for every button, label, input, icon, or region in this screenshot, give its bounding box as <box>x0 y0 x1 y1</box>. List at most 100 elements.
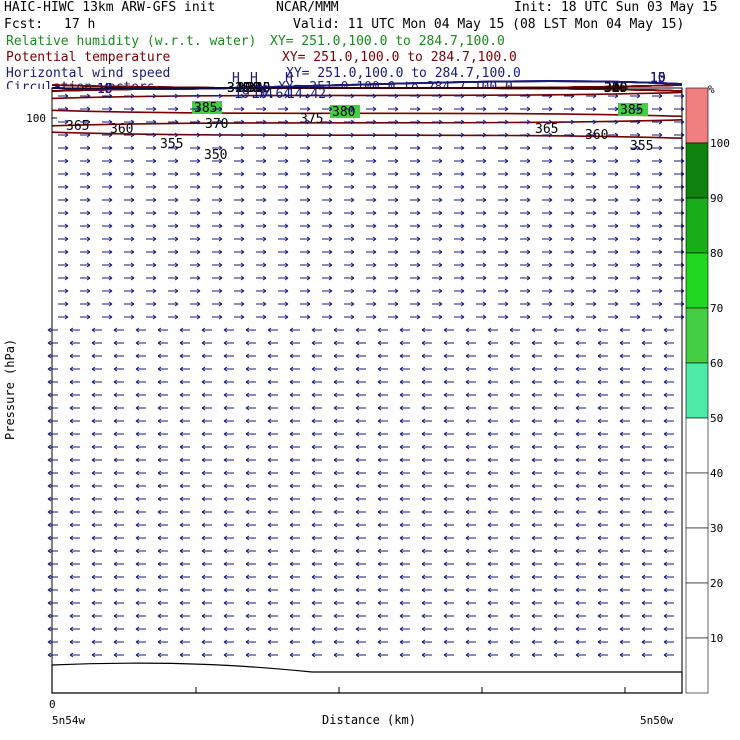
circulation-vector-head <box>526 184 531 190</box>
circulation-vector-head <box>135 561 140 567</box>
circulation-vector-head <box>663 418 668 424</box>
circulation-vector-head <box>267 457 272 463</box>
circulation-vector-head <box>328 314 333 320</box>
circulation-vector-head <box>108 119 113 125</box>
circulation-vector-head <box>548 132 553 138</box>
circulation-vector-head <box>157 574 162 580</box>
circulation-vector-head <box>157 340 162 346</box>
circulation-vector-head <box>201 639 206 645</box>
circulation-vector-head <box>130 158 135 164</box>
wind-maximum-value: 10.64 <box>252 87 291 102</box>
circulation-vector-head <box>201 613 206 619</box>
circulation-vector-head <box>311 444 316 450</box>
circulation-vector-head <box>438 288 443 294</box>
circulation-vector-head <box>196 119 201 125</box>
colorbar-tick-label: 60 <box>710 357 723 370</box>
circulation-vector-head <box>64 275 69 281</box>
circulation-vector-head <box>443 600 448 606</box>
circulation-vector-head <box>47 574 52 580</box>
circulation-vector-head <box>328 275 333 281</box>
circulation-vector-head <box>113 340 118 346</box>
circulation-vector-head <box>663 353 668 359</box>
circulation-vector-head <box>548 158 553 164</box>
circulation-vector-head <box>526 262 531 268</box>
circulation-vector-head <box>570 236 575 242</box>
circulation-vector-head <box>179 483 184 489</box>
circulation-vector-head <box>245 392 250 398</box>
circulation-vector-head <box>399 626 404 632</box>
circulation-vector-head <box>201 366 206 372</box>
circulation-vector-head <box>553 483 558 489</box>
circulation-vector-head <box>157 626 162 632</box>
circulation-vector-head <box>223 652 228 658</box>
circulation-vector-head <box>636 301 641 307</box>
circulation-vector-head <box>355 600 360 606</box>
circulation-vector-head <box>399 470 404 476</box>
circulation-vector-head <box>91 509 96 515</box>
circulation-vector-head <box>377 639 382 645</box>
circulation-vector-head <box>416 106 421 112</box>
circulation-vector-head <box>262 197 267 203</box>
circulation-vector-head <box>636 249 641 255</box>
circulation-vector-head <box>619 600 624 606</box>
circulation-vector-head <box>372 301 377 307</box>
circulation-vector-head <box>86 119 91 125</box>
circulation-vector-head <box>394 132 399 138</box>
circulation-vector-head <box>460 223 465 229</box>
circulation-vector-head <box>641 470 646 476</box>
circulation-vector-head <box>443 574 448 580</box>
circulation-vector-head <box>658 314 663 320</box>
circulation-vector-head <box>289 418 294 424</box>
circulation-vector-head <box>47 405 52 411</box>
circulation-vector-head <box>289 600 294 606</box>
circulation-vector-head <box>663 587 668 593</box>
circulation-vector-head <box>619 353 624 359</box>
circulation-vector-head <box>597 418 602 424</box>
circulation-vector-head <box>91 600 96 606</box>
circulation-vector-head <box>284 236 289 242</box>
circulation-vector-head <box>223 392 228 398</box>
circulation-vector-head <box>108 249 113 255</box>
circulation-vector-head <box>113 548 118 554</box>
theta-contour-label: 355 <box>160 137 183 152</box>
circulation-vector-head <box>289 353 294 359</box>
circulation-vector-head <box>592 275 597 281</box>
circulation-vector-head <box>135 327 140 333</box>
circulation-vector-head <box>509 405 514 411</box>
circulation-vector-head <box>135 613 140 619</box>
circulation-vector-head <box>311 379 316 385</box>
circulation-vector-head <box>135 353 140 359</box>
rh-contour-label: 385 <box>194 101 217 116</box>
circulation-vector-head <box>47 522 52 528</box>
circulation-vector-head <box>636 184 641 190</box>
circulation-vector-head <box>399 587 404 593</box>
circulation-vector-head <box>179 392 184 398</box>
circulation-vector-head <box>179 561 184 567</box>
circulation-vector-head <box>614 93 619 99</box>
circulation-vector-head <box>311 327 316 333</box>
colorbar-swatch <box>685 417 709 474</box>
circulation-vector-head <box>284 314 289 320</box>
circulation-vector-head <box>64 314 69 320</box>
colorbar-swatch <box>685 87 709 144</box>
circulation-vector-head <box>130 223 135 229</box>
circulation-vector-head <box>570 197 575 203</box>
circulation-vector-head <box>548 197 553 203</box>
circulation-vector-head <box>487 587 492 593</box>
circulation-vector-head <box>482 145 487 151</box>
circulation-vector-head <box>619 431 624 437</box>
circulation-vector-head <box>135 444 140 450</box>
circulation-vector-head <box>460 158 465 164</box>
circulation-vector-head <box>509 587 514 593</box>
circulation-vector-head <box>152 145 157 151</box>
circulation-vector-head <box>597 535 602 541</box>
circulation-vector-head <box>350 249 355 255</box>
circulation-vector-head <box>152 249 157 255</box>
circulation-vector-head <box>223 353 228 359</box>
circulation-vector-head <box>663 600 668 606</box>
circulation-vector-head <box>570 223 575 229</box>
circulation-vector-head <box>218 223 223 229</box>
circulation-vector-head <box>130 301 135 307</box>
circulation-vector-head <box>179 574 184 580</box>
rh-label-box <box>192 101 222 114</box>
